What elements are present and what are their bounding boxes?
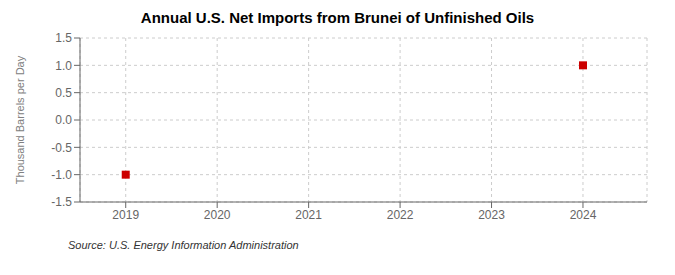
svg-text:-0.5: -0.5 xyxy=(51,141,72,155)
svg-text:0.5: 0.5 xyxy=(55,86,72,100)
svg-text:Thousand Barrels per Day: Thousand Barrels per Day xyxy=(14,55,26,184)
svg-text:2024: 2024 xyxy=(570,208,597,222)
html-text:Annual U.S. Net Imports from B: Annual U.S. Net Imports from Brunei of U… xyxy=(140,9,535,26)
svg-text:1.0: 1.0 xyxy=(55,59,72,73)
svg-text:2020: 2020 xyxy=(204,208,231,222)
svg-text:0.0: 0.0 xyxy=(55,113,72,127)
svg-text:2019: 2019 xyxy=(112,208,139,222)
svg-text:1.5: 1.5 xyxy=(55,31,72,45)
svg-text:-1.0: -1.0 xyxy=(51,168,72,182)
html-text:Source: U.S. Energy Informatio: Source: U.S. Energy Information Administ… xyxy=(68,239,299,251)
svg-text:2022: 2022 xyxy=(387,208,414,222)
svg-text:2021: 2021 xyxy=(295,208,322,222)
svg-text:-1.5: -1.5 xyxy=(51,195,72,209)
svg-text:2023: 2023 xyxy=(478,208,505,222)
